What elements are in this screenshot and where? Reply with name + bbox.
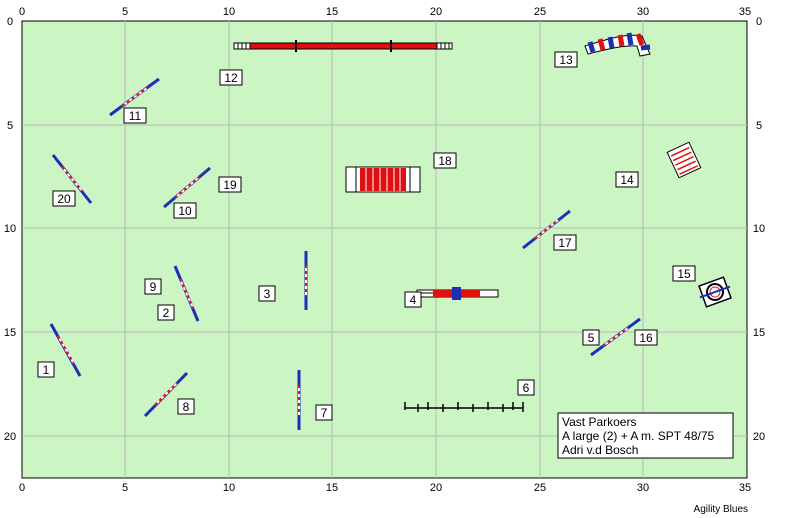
obstacle-number: 20 <box>52 190 76 207</box>
dog-walk <box>233 40 453 52</box>
y-tick: 0 <box>7 16 13 28</box>
table-obstacle <box>666 141 702 179</box>
x-tick: 30 <box>637 6 649 18</box>
svg-text:18: 18 <box>438 154 452 168</box>
x-tick: 25 <box>534 482 546 494</box>
obstacle-number: 1 <box>37 361 55 378</box>
x-tick: 30 <box>637 482 649 494</box>
obstacle-number: 10 <box>173 202 197 219</box>
svg-text:15: 15 <box>677 267 691 281</box>
y-tick: 15 <box>4 327 16 339</box>
info-box: Vast Parkoers A large (2) + A m. SPT 48/… <box>557 412 734 459</box>
svg-text:11: 11 <box>129 109 142 123</box>
y-tick: 5 <box>756 120 762 132</box>
obstacle-number: 7 <box>315 404 333 421</box>
x-tick: 10 <box>223 6 235 18</box>
svg-text:19: 19 <box>223 178 237 192</box>
obstacle-number: 8 <box>177 398 195 415</box>
svg-text:2: 2 <box>163 306 170 320</box>
footer-brand: Agility Blues <box>693 504 748 515</box>
svg-text:13: 13 <box>559 53 573 67</box>
obstacle-number: 14 <box>615 171 639 188</box>
x-tick: 35 <box>739 482 751 494</box>
obstacle-number: 3 <box>258 285 276 302</box>
obstacle-number: 13 <box>554 51 578 68</box>
pipe-tunnel <box>345 166 421 193</box>
x-tick: 0 <box>19 6 25 18</box>
y-tick: 5 <box>7 120 13 132</box>
course-judge: Adri v.d Bosch <box>562 443 638 457</box>
obstacle-number: 5 <box>582 329 600 346</box>
y-ticks-left: 0 5 10 15 20 <box>4 16 16 443</box>
x-tick: 20 <box>430 6 442 18</box>
obstacle-number: 4 <box>404 291 422 308</box>
obstacle-number: 19 <box>218 176 242 193</box>
y-tick: 20 <box>753 431 765 443</box>
y-tick: 10 <box>753 223 765 235</box>
x-tick: 35 <box>739 6 751 18</box>
obstacle-number: 12 <box>219 69 243 86</box>
x-tick: 0 <box>19 482 25 494</box>
x-tick: 25 <box>534 6 546 18</box>
svg-text:7: 7 <box>321 406 328 420</box>
x-ticks-bottom: 0 5 10 15 20 25 30 35 <box>19 482 751 494</box>
obstacle-number: 9 <box>144 278 162 295</box>
svg-text:10: 10 <box>178 204 192 218</box>
y-tick: 10 <box>4 223 16 235</box>
hurdle-jumps <box>49 77 641 430</box>
obstacle-number: 16 <box>634 329 658 346</box>
svg-text:20: 20 <box>57 192 71 206</box>
svg-text:3: 3 <box>264 287 271 301</box>
x-tick: 20 <box>430 482 442 494</box>
course-title: Vast Parkoers <box>562 415 636 429</box>
weave-poles <box>404 402 524 412</box>
obstacle-number: 11 <box>123 107 147 124</box>
x-tick: 15 <box>326 482 338 494</box>
field <box>21 20 748 479</box>
svg-text:9: 9 <box>150 280 157 294</box>
svg-text:12: 12 <box>224 71 238 85</box>
obstacle-labels: 1 2 3 4 5 6 7 8 9 10 11 12 13 14 15 16 1… <box>37 51 696 421</box>
tyre-obstacle <box>698 276 732 308</box>
y-tick: 15 <box>753 327 765 339</box>
course-class: A large (2) + A m. SPT 48/75 <box>562 429 715 443</box>
obstacle-number: 18 <box>433 152 457 169</box>
x-tick: 15 <box>326 6 338 18</box>
svg-text:4: 4 <box>410 293 417 307</box>
x-tick: 5 <box>122 482 128 494</box>
svg-text:5: 5 <box>588 331 595 345</box>
x-tick: 5 <box>122 6 128 18</box>
svg-text:14: 14 <box>620 173 634 187</box>
y-tick: 20 <box>4 431 16 443</box>
svg-text:17: 17 <box>558 236 572 250</box>
obstacle-number: 15 <box>672 265 696 282</box>
svg-text:8: 8 <box>183 400 190 414</box>
obstacle-number: 17 <box>553 234 577 251</box>
x-ticks-top: 0 5 10 15 20 25 30 35 <box>19 6 751 18</box>
obstacle-number: 2 <box>157 304 175 321</box>
svg-text:16: 16 <box>639 331 653 345</box>
obstacle-number: 6 <box>517 379 535 396</box>
y-tick: 0 <box>756 16 762 28</box>
svg-text:6: 6 <box>523 381 530 395</box>
curved-tunnel <box>584 32 651 57</box>
x-tick: 10 <box>223 482 235 494</box>
svg-text:1: 1 <box>43 363 50 377</box>
y-ticks-right: 0 5 10 15 20 <box>753 16 765 443</box>
